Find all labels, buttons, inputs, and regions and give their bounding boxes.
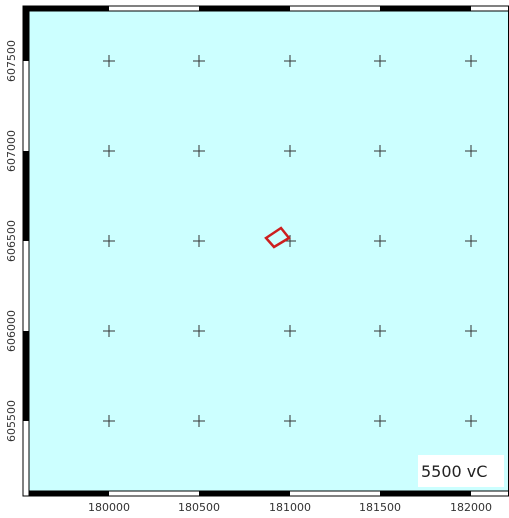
plus-icon [374, 325, 386, 337]
top-scale-bar [25, 5, 509, 12]
plus-icon [193, 55, 205, 67]
y-tick-label: 605500 [5, 400, 18, 442]
plus-icon [103, 55, 115, 67]
plus-icon [374, 235, 386, 247]
plus-icon [465, 235, 477, 247]
y-axis-labels: 607500 607000 606500 606000 605500 [5, 40, 18, 442]
plus-icon [284, 55, 296, 67]
plus-icon [103, 415, 115, 427]
bottom-scale-bar [25, 490, 509, 497]
x-tick-label: 180000 [88, 501, 130, 514]
plus-icon [465, 55, 477, 67]
plus-icon [193, 325, 205, 337]
y-tick-label: 606000 [5, 310, 18, 352]
x-tick-label: 181500 [359, 501, 401, 514]
plus-icon [103, 325, 115, 337]
plus-icon [284, 415, 296, 427]
plus-icon [103, 145, 115, 157]
left-scale-bar [22, 5, 30, 497]
scale-label: 5500 vC [421, 462, 487, 481]
parcel-outline[interactable] [264, 226, 291, 249]
plus-icon [465, 325, 477, 337]
x-tick-label: 181000 [269, 501, 311, 514]
y-tick-label: 606500 [5, 220, 18, 262]
y-tick-label: 607500 [5, 40, 18, 82]
graticule [103, 55, 477, 427]
plus-icon [465, 415, 477, 427]
plus-icon [193, 145, 205, 157]
plus-icon [374, 145, 386, 157]
plus-icon [193, 415, 205, 427]
plus-icon [465, 145, 477, 157]
plus-icon [284, 145, 296, 157]
plus-icon [284, 325, 296, 337]
scale-label-box [418, 455, 504, 487]
plus-icon [103, 235, 115, 247]
plus-icon [193, 235, 205, 247]
y-tick-label: 607000 [5, 130, 18, 172]
plus-icon [374, 415, 386, 427]
x-tick-label: 182000 [450, 501, 492, 514]
plus-icon [374, 55, 386, 67]
x-axis-labels: 180000 180500 181000 181500 182000 [88, 501, 492, 514]
water-area [26, 6, 509, 496]
x-tick-label: 180500 [178, 501, 220, 514]
